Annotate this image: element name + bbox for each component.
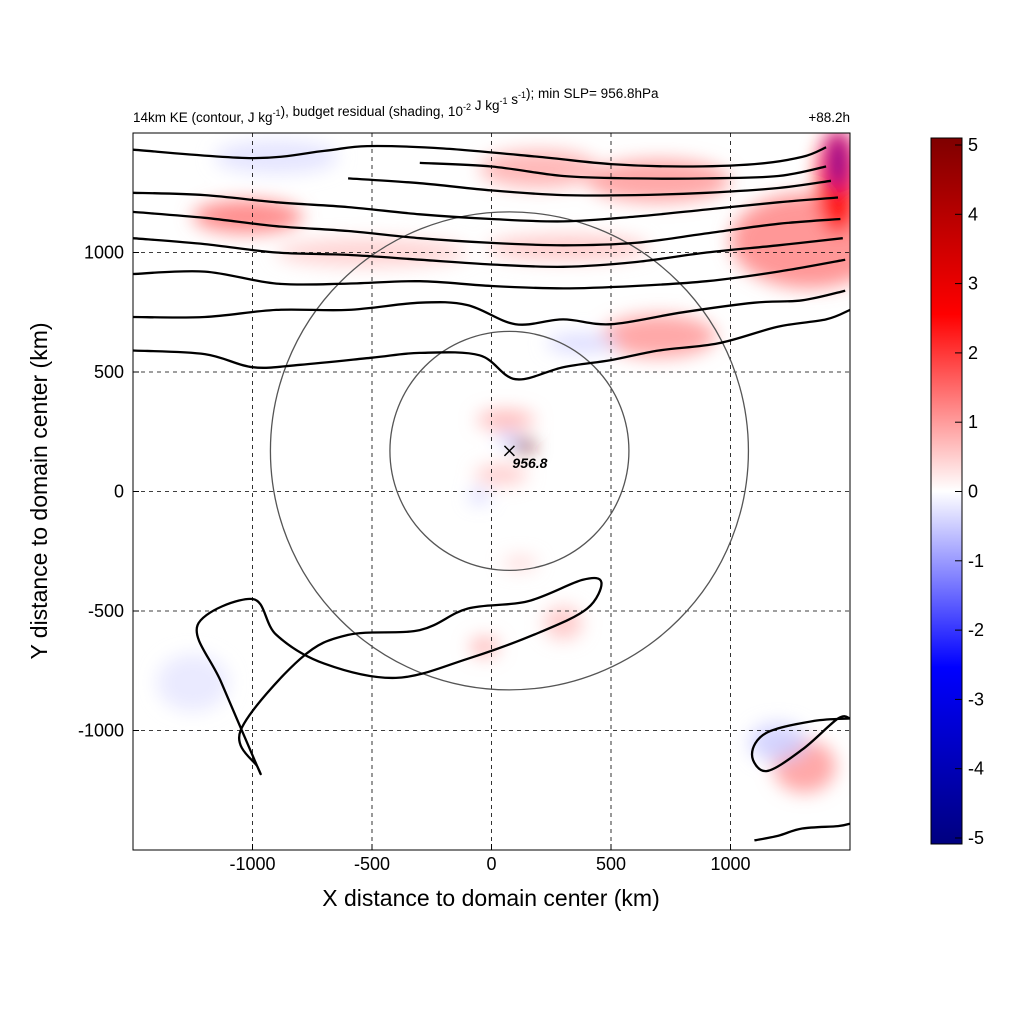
ke-contour-line xyxy=(419,161,827,180)
x-tick-label: 0 xyxy=(486,854,496,874)
ke-contour-line xyxy=(133,210,841,247)
chart-title: 14km KE (contour, J kg-1), budget residu… xyxy=(133,86,659,125)
range-ring xyxy=(389,330,630,572)
ke-contour-line xyxy=(133,258,846,290)
x-tick-label: -1000 xyxy=(229,854,275,874)
storm-center-x-mark xyxy=(503,445,515,457)
colorbar-tick-label: 1 xyxy=(968,412,978,432)
colorbar-tick-label: -2 xyxy=(968,620,984,640)
residual-shading-region xyxy=(479,149,600,188)
y-axis-label: Y distance to domain center (km) xyxy=(26,322,52,659)
colorbar-tick-label: -4 xyxy=(968,759,984,779)
residual-shading-region xyxy=(749,723,807,762)
ke-contour-line xyxy=(348,177,832,197)
colorbar: 5 4 3 2 1 0 -1 -2 -3 -4 -5 xyxy=(930,135,984,848)
residual-shading-region xyxy=(830,133,846,191)
range-rings xyxy=(269,211,750,691)
forecast-time-label: +88.2h xyxy=(808,110,850,125)
ke-contour-line xyxy=(133,191,839,223)
x-axis-ticks: -1000 -500 0 500 1000 xyxy=(229,844,751,874)
ke-contour-line xyxy=(750,715,850,773)
storm-center: 956.8 xyxy=(503,445,548,471)
residual-shading-region xyxy=(515,438,535,454)
colorbar-tick-label: -5 xyxy=(968,828,984,848)
x-tick-label: -500 xyxy=(354,854,390,874)
y-tick-label: 1000 xyxy=(84,243,124,263)
residual-shading-region xyxy=(477,410,535,430)
residual-shading-region xyxy=(503,557,537,570)
ke-contours xyxy=(133,144,850,842)
y-tick-label: -500 xyxy=(88,601,124,621)
ke-contour-line xyxy=(195,576,603,776)
residual-shading-region xyxy=(469,490,490,503)
residual-shading-region xyxy=(497,434,519,444)
residual-shading-region xyxy=(730,192,850,289)
colorbar-tick-label: -1 xyxy=(968,551,984,571)
range-ring xyxy=(269,211,750,691)
residual-shading-region xyxy=(474,465,528,485)
residual-shading-region xyxy=(156,654,229,712)
x-tick-label: 500 xyxy=(596,854,626,874)
x-tick-label: 1000 xyxy=(710,854,750,874)
ke-contour-line xyxy=(133,237,843,269)
ke-contour-line xyxy=(754,822,850,842)
y-axis-ticks: -1000 -500 0 500 1000 xyxy=(78,243,139,741)
residual-shading-region xyxy=(486,234,650,261)
colorbar-tick-label: -3 xyxy=(968,689,984,709)
residual-shading-region xyxy=(192,199,303,234)
ke-contour-line xyxy=(133,308,850,381)
residual-shading-region xyxy=(546,333,619,353)
plot-background xyxy=(133,133,850,850)
min-slp-label: 956.8 xyxy=(512,455,547,471)
colorbar-tick-label: 5 xyxy=(968,135,978,155)
y-tick-label: -1000 xyxy=(78,721,124,741)
y-tick-label: 0 xyxy=(114,482,124,502)
colorbar-ticks: 5 4 3 2 1 0 -1 -2 -3 -4 -5 xyxy=(955,135,984,848)
ke-contour-line xyxy=(133,289,846,326)
x-axis-label: X distance to domain center (km) xyxy=(322,885,659,911)
residual-shading-region xyxy=(587,159,731,203)
colorbar-tick-label: 3 xyxy=(968,274,978,294)
y-tick-label: 500 xyxy=(94,362,124,382)
plot-area: 956.8 xyxy=(132,132,851,851)
colorbar-tick-label: 4 xyxy=(968,204,978,224)
ke-contour-line xyxy=(133,144,827,168)
colorbar-tick-label: 0 xyxy=(968,482,978,502)
colorbar-tick-label: 2 xyxy=(968,343,978,363)
